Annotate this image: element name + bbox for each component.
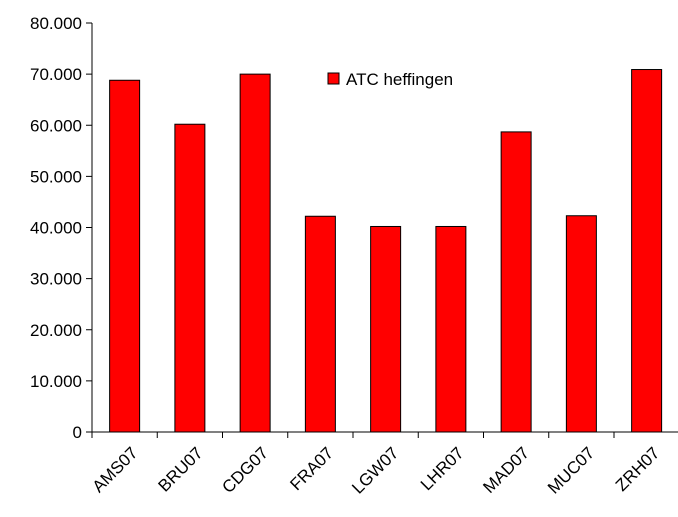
bar-cdg07 xyxy=(239,73,271,433)
x-tick-label: MAD07 xyxy=(479,443,533,497)
legend-swatch xyxy=(327,72,340,85)
y-tick-label: 20.000 xyxy=(30,321,82,340)
bar-ams07 xyxy=(109,79,141,433)
x-axis-ticks: AMS07 BRU07 CDG07 FRA07 LGW07 LHR07 MAD07 MUC07… xyxy=(89,432,664,498)
x-tick-label: AMS07 xyxy=(89,443,142,496)
x-tick-label: LGW07 xyxy=(348,443,402,497)
legend: ATC heffingen xyxy=(327,70,453,89)
bar-fra07 xyxy=(304,215,336,433)
bars xyxy=(109,69,663,433)
y-tick-label: 60.000 xyxy=(30,116,82,135)
x-tick-label: BRU07 xyxy=(155,443,207,495)
y-tick-label: 80.000 xyxy=(30,14,82,33)
y-tick-label: 40.000 xyxy=(30,219,82,238)
bar-zrh07 xyxy=(631,69,663,433)
y-tick-label: 30.000 xyxy=(30,270,82,289)
y-tick-label: 70.000 xyxy=(30,65,82,84)
y-axis-ticks: 0 10.000 20.000 30.000 40.000 50.000 60.000 70.… xyxy=(30,14,92,442)
legend-label: ATC heffingen xyxy=(346,70,453,89)
bar-muc07 xyxy=(565,215,597,433)
y-tick-label: 10.000 xyxy=(30,372,82,391)
x-tick-label: LHR07 xyxy=(417,443,468,494)
x-tick-label: ZRH07 xyxy=(612,443,664,495)
bar-bru07 xyxy=(174,123,206,433)
y-tick-label: 50.000 xyxy=(30,167,82,186)
x-tick-label: MUC07 xyxy=(544,443,598,497)
bar-lhr07 xyxy=(435,225,467,433)
x-tick-label: CDG07 xyxy=(218,443,272,497)
y-tick-label: 0 xyxy=(73,423,82,442)
bar-mad07 xyxy=(500,131,532,433)
bar-lgw07 xyxy=(370,225,402,433)
x-tick-label: FRA07 xyxy=(286,443,337,494)
